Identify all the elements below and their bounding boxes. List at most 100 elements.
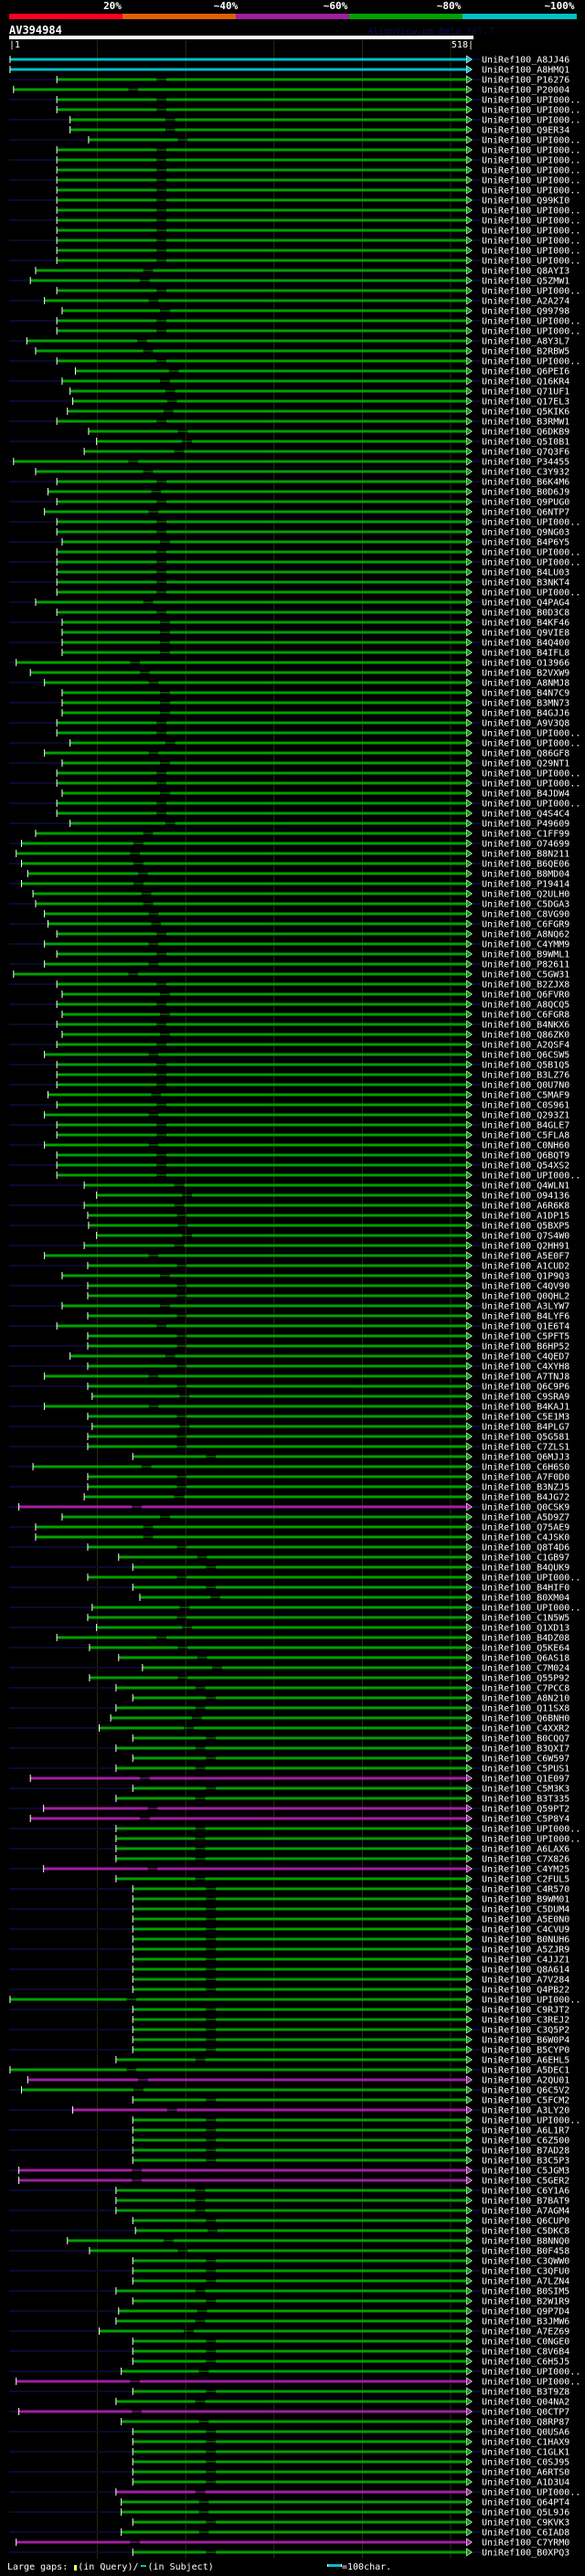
hit-label[interactable]: UniRef100_Q6BQT9 (482, 1151, 569, 1161)
hit-row[interactable]: UniRef100_B4NKX6 (9, 1020, 569, 1031)
hit-label[interactable]: UniRef100_C5JGM3 (482, 2167, 569, 2177)
hit-label[interactable]: UniRef100_Q6MJJ3 (482, 1453, 569, 1463)
hit-row[interactable]: UniRef100_O74699 (9, 839, 569, 850)
hit-label[interactable]: UniRef100_O13966 (482, 659, 569, 669)
hit-label[interactable]: UniRef100_P19414 (482, 880, 569, 890)
hit-row[interactable]: UniRef100_B4QUK9 (9, 1563, 569, 1574)
hit-row[interactable]: UniRef100_A6RTS0 (9, 2467, 569, 2478)
hit-row[interactable]: UniRef100_A8HMQ1 (9, 65, 569, 76)
hit-row[interactable]: UniRef100_Q4PAG4 (9, 598, 569, 609)
hit-label[interactable]: UniRef100_B3NZJ5 (482, 1483, 569, 1493)
hit-row[interactable]: UniRef100_Q8RP87 (121, 2417, 570, 2428)
hit-row[interactable]: UniRef100_Q86ZK0 (61, 1030, 569, 1041)
hit-label[interactable]: UniRef100_C8VG90 (482, 910, 569, 920)
hit-row[interactable]: UniRef100_C7PCC8 (9, 1683, 569, 1694)
hit-row[interactable]: UniRef100_UPI000.. (9, 557, 580, 568)
hit-label[interactable]: UniRef100_C3Q5P2 (482, 2026, 569, 2036)
hit-row[interactable]: UniRef100_Q64PT4 (121, 2497, 570, 2508)
hit-row[interactable]: UniRef100_A5DEC1 (9, 2065, 569, 2076)
hit-row[interactable]: UniRef100_Q16KR4 (9, 376, 569, 387)
hit-row[interactable]: UniRef100_Q6NTP7 (44, 507, 570, 518)
hit-label[interactable]: UniRef100_C0SJ95 (482, 2458, 569, 2468)
hit-row[interactable]: UniRef100_C4YMM9 (9, 939, 569, 950)
hit-label[interactable]: UniRef100_B0XM04 (482, 1594, 569, 1604)
hit-row[interactable]: UniRef100_UPI000.. (9, 175, 580, 186)
hit-label[interactable]: UniRef100_Q1P9Q3 (482, 1272, 569, 1282)
hit-row[interactable]: UniRef100_B4LYF6 (87, 1311, 569, 1322)
hit-row[interactable]: UniRef100_Q59PT2 (9, 1804, 569, 1815)
hit-row[interactable]: UniRef100_B2VXW9 (29, 668, 569, 679)
hit-label[interactable]: UniRef100_UPI000.. (482, 2378, 580, 2388)
hit-row[interactable]: UniRef100_C3Q5P2 (9, 2025, 569, 2036)
hit-label[interactable]: UniRef100_A8QCQ5 (482, 1001, 569, 1011)
hit-label[interactable]: UniRef100_UPI000.. (482, 1574, 580, 1584)
hit-label[interactable]: UniRef100_UPI000.. (482, 588, 580, 599)
hit-label[interactable]: UniRef100_UPI000.. (482, 1604, 580, 1614)
hit-label[interactable]: UniRef100_Q8A614 (482, 1966, 569, 1976)
hit-row[interactable]: UniRef100_C1FF99 (35, 829, 569, 840)
hit-row[interactable]: UniRef100_C5JGM3 (9, 2166, 569, 2177)
hit-row[interactable]: UniRef100_Q29NT1 (9, 758, 569, 769)
hit-row[interactable]: UniRef100_C5P8Y4 (29, 1814, 569, 1825)
hit-label[interactable]: UniRef100_Q71UF1 (482, 387, 569, 398)
hit-row[interactable]: UniRef100_Q04NA2 (115, 2397, 569, 2408)
hit-label[interactable]: UniRef100_B4DZ08 (482, 1634, 569, 1644)
hit-row[interactable]: UniRef100_B7AD28 (9, 2146, 569, 2157)
hit-label[interactable]: UniRef100_A6L1R7 (482, 2126, 569, 2136)
hit-label[interactable]: UniRef100_Q8AYI3 (482, 267, 569, 277)
hit-row[interactable]: UniRef100_UPI000.. (56, 326, 580, 337)
hit-row[interactable]: UniRef100_UPI000.. (9, 1995, 580, 2006)
hit-label[interactable]: UniRef100_B5CYP0 (482, 2046, 569, 2056)
hit-row[interactable]: UniRef100_B3RMW1 (9, 417, 569, 428)
hit-row[interactable]: UniRef100_B0D6J9 (48, 487, 570, 498)
hit-row[interactable]: UniRef100_Q55P92 (89, 1673, 569, 1684)
hit-label[interactable]: UniRef100_A5E0N0 (482, 1915, 569, 1925)
hit-label[interactable]: UniRef100_Q5L9J6 (482, 2508, 569, 2518)
hit-label[interactable]: UniRef100_B6W0P4 (482, 2036, 569, 2046)
hit-label[interactable]: UniRef100_UPI000.. (482, 237, 580, 247)
hit-label[interactable]: UniRef100_Q9P7D4 (482, 2307, 569, 2317)
hit-label[interactable]: UniRef100_A7EZ69 (482, 2327, 569, 2337)
hit-row[interactable]: UniRef100_UPI000.. (9, 256, 580, 267)
hit-label[interactable]: UniRef100_C5DGA3 (482, 900, 569, 910)
hit-row[interactable]: UniRef100_Q0CSK9 (9, 1502, 569, 1513)
hit-row[interactable]: UniRef100_UPI000.. (56, 728, 580, 739)
hit-row[interactable]: UniRef100_Q8AYI3 (35, 266, 569, 277)
hit-label[interactable]: UniRef100_C3REJ2 (482, 2016, 569, 2026)
hit-row[interactable]: UniRef100_B4LU03 (56, 567, 569, 578)
hit-row[interactable]: UniRef100_C3REJ2 (132, 2015, 569, 2026)
hit-label[interactable]: UniRef100_B9WML1 (482, 950, 569, 960)
hit-label[interactable]: UniRef100_UPI000.. (482, 327, 580, 337)
hit-row[interactable]: UniRef100_A5E0F7 (44, 1251, 570, 1262)
hit-row[interactable]: UniRef100_B9WML1 (56, 949, 569, 960)
hit-row[interactable]: UniRef100_B4GLE7 (9, 1120, 569, 1131)
hit-row[interactable]: UniRef100_UPI000.. (132, 2115, 580, 2126)
hit-row[interactable]: UniRef100_Q6BQT9 (56, 1150, 569, 1161)
hit-row[interactable]: UniRef100_A8Y3L7 (9, 336, 569, 347)
hit-label[interactable]: UniRef100_B2RBW5 (482, 347, 569, 357)
hit-row[interactable]: UniRef100_A7LZN4 (132, 2276, 569, 2287)
hit-label[interactable]: UniRef100_Q16KR4 (482, 377, 569, 387)
hit-row[interactable]: UniRef100_A2A274 (9, 296, 569, 307)
hit-label[interactable]: UniRef100_C1HAX9 (482, 2438, 569, 2448)
hit-row[interactable]: UniRef100_UPI000.. (9, 517, 580, 528)
hit-label[interactable]: UniRef100_UPI000.. (482, 287, 580, 297)
hit-row[interactable]: UniRef100_UPI000.. (9, 738, 580, 749)
hit-row[interactable]: UniRef100_Q6FVR0 (61, 990, 569, 1001)
hit-row[interactable]: UniRef100_UPI000.. (9, 95, 580, 106)
hit-label[interactable]: UniRef100_C4YMM9 (482, 940, 569, 950)
hit-row[interactable]: UniRef100_UPI000.. (9, 155, 580, 166)
hit-label[interactable]: UniRef100_Q9VIE8 (482, 629, 569, 639)
hit-label[interactable]: UniRef100_B4LU03 (482, 568, 569, 578)
hit-row[interactable]: UniRef100_C1GB97 (118, 1553, 570, 1564)
hit-row[interactable]: UniRef100_O13966 (9, 658, 569, 669)
hit-label[interactable]: UniRef100_Q6BNH0 (482, 1714, 569, 1724)
hit-row[interactable]: UniRef100_B3LZ76 (56, 1070, 569, 1081)
hit-row[interactable]: UniRef100_Q5KE64 (9, 1643, 569, 1654)
hit-label[interactable]: UniRef100_C1N5W5 (482, 1614, 569, 1624)
hit-row[interactable]: UniRef100_C5M3K3 (9, 1784, 569, 1795)
hit-row[interactable]: UniRef100_C8V6B4 (9, 2347, 569, 2358)
hit-label[interactable]: UniRef100_Q4WLN1 (482, 1182, 569, 1192)
hit-label[interactable]: UniRef100_C6H6S0 (482, 1463, 569, 1473)
hit-row[interactable]: UniRef100_A2QSF4 (9, 1040, 569, 1051)
